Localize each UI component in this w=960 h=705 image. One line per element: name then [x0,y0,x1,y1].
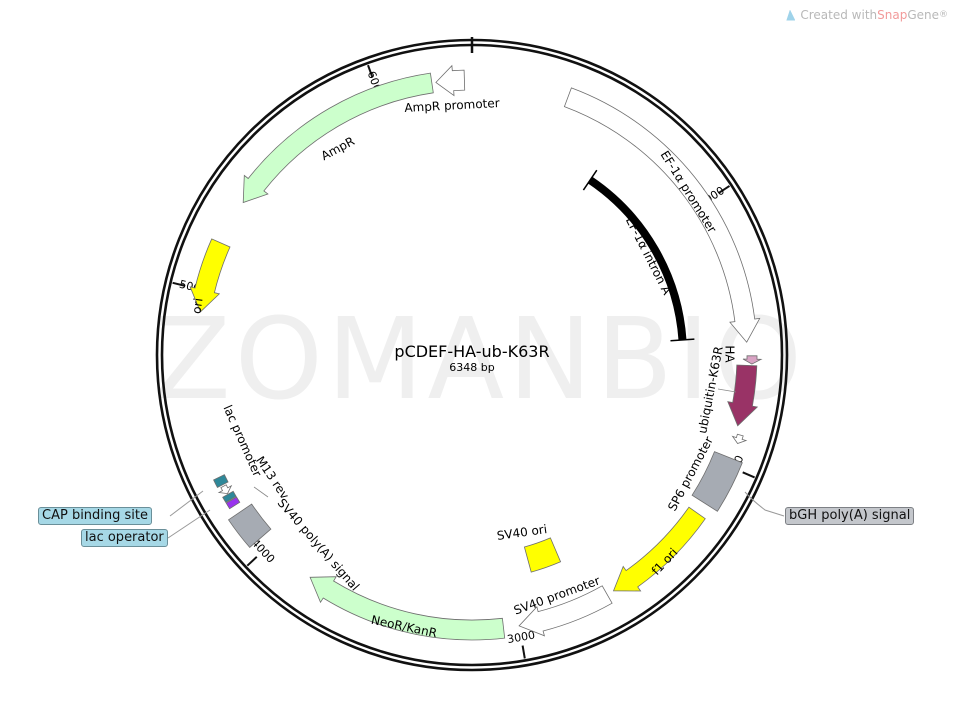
ubiquitin-k63r-feature[interactable] [727,364,759,427]
tick-label: 3000 [506,628,536,646]
tick-mark [172,281,186,287]
bgh-poly-a-signal-feature[interactable] [691,451,743,512]
lac-operator-feature[interactable] [222,490,237,503]
ampr-label: AmpR [319,134,357,163]
f1-ori-feature[interactable] [612,506,706,592]
credit-prefix: Created with [800,8,878,22]
lac-operator-label[interactable]: lac operator [81,529,168,547]
sv40-poly-a-signal-feature[interactable] [227,503,272,548]
watermark-text: ZOMANBIO [154,295,806,425]
sv40-ori-label: SV40 ori [496,522,548,543]
plasmid-length: 6348 bp [449,361,494,374]
tick-mark [742,471,755,479]
ef-1-promoter-feature[interactable] [563,87,761,343]
cap-binding-site-feature[interactable] [213,474,229,489]
feature-end-cap [670,338,695,342]
backbone [155,37,789,672]
ha-label: HA [723,345,737,363]
m13-rev-feature[interactable] [225,496,241,510]
snapgene-logo-icon [786,9,796,21]
feature-end-cap [582,169,598,191]
lac-promoter-label: lac promoter [220,403,264,479]
plasmid-name: pCDEF-HA-ub-K63R [394,342,549,361]
cap-binding-site-label[interactable]: CAP binding site [38,507,153,525]
callout-line-cap [169,490,204,517]
features [189,64,763,641]
ampr-promoter-label: AmpR promoter [404,96,500,115]
watermark: ZOMANBIO [0,295,960,425]
lac-promoter-feature[interactable] [217,484,233,495]
sv40-ori-feature[interactable] [523,537,562,573]
ha-feature[interactable] [742,355,763,365]
ampr-promoter-feature[interactable] [435,64,466,97]
callout-line-bgh [744,491,785,517]
credit-brand: Snap [877,8,908,22]
callout-line-lac-operator [167,509,211,539]
ampr-feature[interactable] [242,72,434,204]
label-leader-line [253,486,269,498]
tick-mark [246,556,258,567]
ef-1-intron-a-feature[interactable] [587,176,687,341]
tick-mark [367,64,374,78]
ori-label: ori [189,297,205,314]
ori-feature[interactable] [189,238,231,313]
tick-mark [521,645,526,659]
tick-mark [718,185,731,194]
snapgene-credit: Created with Snap Gene ® [786,8,948,22]
sv40-promoter-feature[interactable] [518,585,613,637]
bgh-polya-label[interactable]: bGH poly(A) signal [785,507,915,525]
ef-1-intron-a-label: EF-1α intron A [623,215,675,298]
sp6-promoter-feature[interactable] [731,433,748,444]
credit-mark: ® [939,10,948,20]
credit-brand-rest: Gene [907,8,939,22]
label-leader-line [717,388,737,393]
neor-kanr-feature[interactable] [309,576,506,641]
